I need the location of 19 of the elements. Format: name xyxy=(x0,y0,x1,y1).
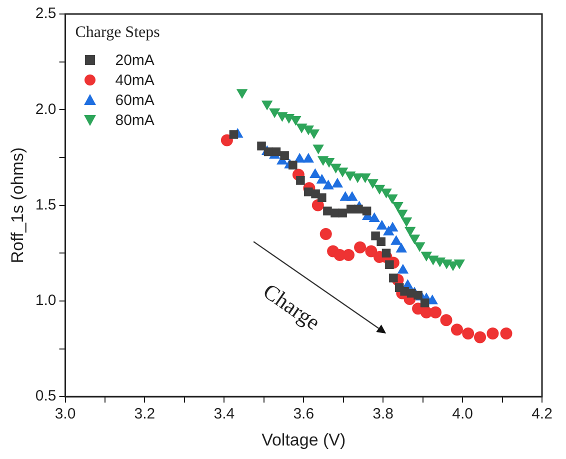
legend-label: 80mA xyxy=(115,112,154,128)
y-tick-label: 2.5 xyxy=(35,5,56,22)
y-tick-label: 1.0 xyxy=(35,292,56,310)
legend-label: 40mA xyxy=(115,72,154,88)
x-tick-label: 4.2 xyxy=(532,406,552,423)
y-tick-label: 2.0 xyxy=(35,100,56,118)
x-tick-label: 3.0 xyxy=(54,406,76,423)
legend-title: Charge Steps xyxy=(75,24,160,42)
legend-label: 20mA xyxy=(115,52,154,68)
x-tick-label: 4.0 xyxy=(452,406,473,423)
x-tick-label: 3.6 xyxy=(293,406,314,423)
x-tick-label: 3.4 xyxy=(214,406,235,423)
legend-label: 60mA xyxy=(115,92,154,108)
y-tick-label: 0.5 xyxy=(35,388,56,405)
y-axis-title: Roff_1s (ohms) xyxy=(8,147,27,264)
x-axis-title: Voltage (V) xyxy=(262,430,346,450)
x-tick-label: 3.8 xyxy=(372,406,394,423)
x-tick-label: 3.2 xyxy=(134,406,156,423)
y-tick-label: 1.5 xyxy=(35,196,56,214)
